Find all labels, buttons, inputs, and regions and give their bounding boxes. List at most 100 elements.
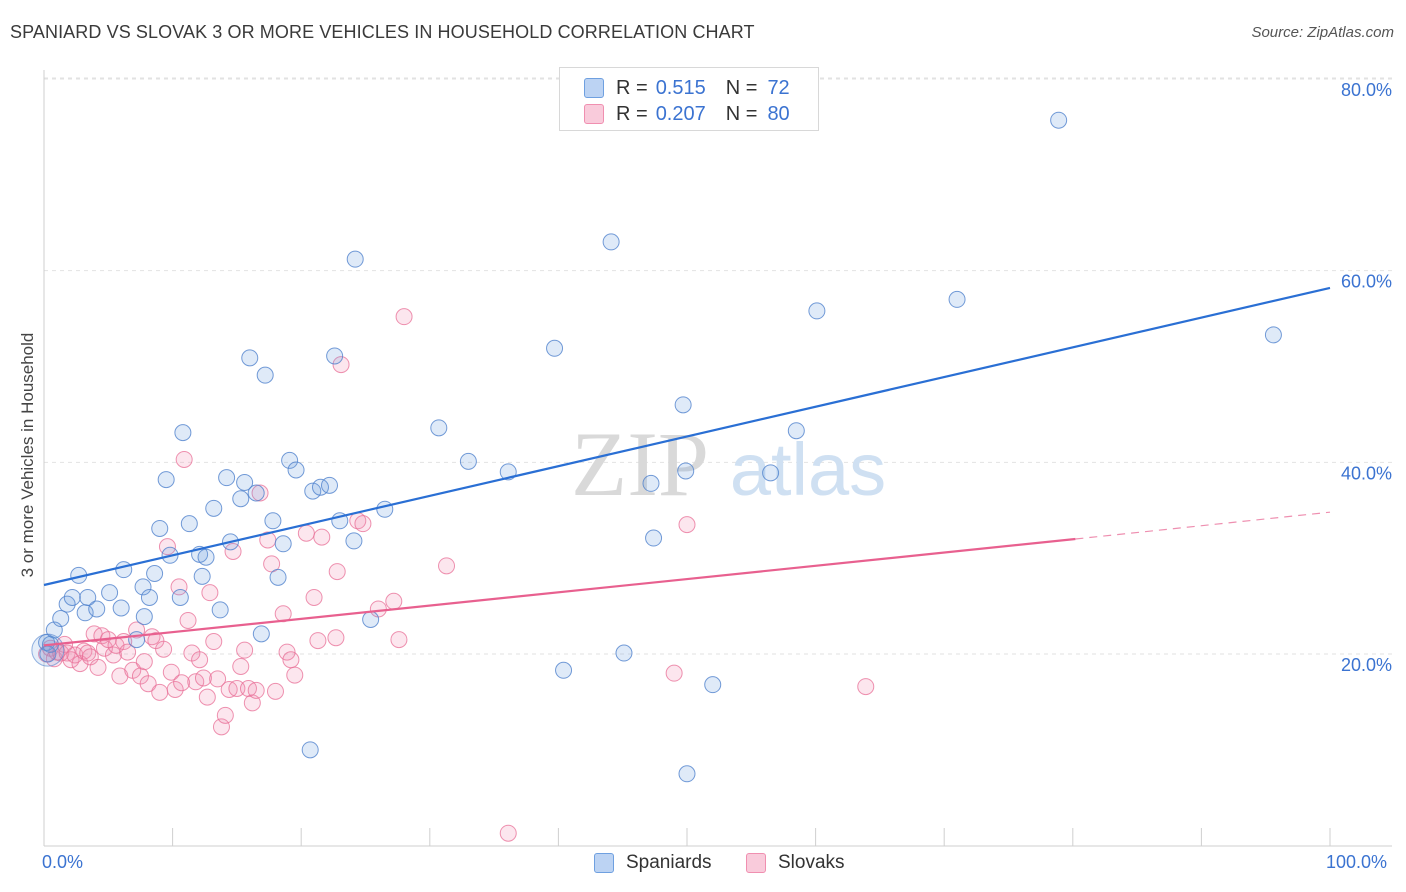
spaniard-point: [301, 741, 319, 759]
spaniard-point: [546, 339, 564, 357]
spaniard-point: [948, 290, 966, 308]
spaniard-point: [808, 302, 826, 320]
slovak-point: [135, 653, 153, 671]
slovak-point: [191, 651, 209, 669]
spaniard-point: [232, 490, 250, 508]
spaniard-point: [193, 567, 211, 585]
slovak-point: [224, 542, 242, 560]
spaniard-point: [236, 473, 254, 491]
x-tick-max: 100.0%: [1326, 852, 1388, 872]
slovak-point: [297, 524, 315, 542]
axes: [43, 70, 1392, 847]
spaniard-point: [762, 464, 780, 482]
grid-lines: [44, 77, 1392, 655]
slovak-point: [286, 666, 304, 684]
slovak-point: [857, 678, 875, 696]
spaniard-point: [256, 366, 274, 384]
watermark-atlas: atlas: [730, 428, 886, 511]
spaniard-point: [459, 452, 477, 470]
spaniard-point: [281, 451, 299, 469]
spaniard-point: [704, 676, 722, 694]
spaniard-point: [88, 600, 106, 618]
spaniard-point: [241, 349, 259, 367]
slovak-point: [194, 669, 212, 687]
spaniard-point: [128, 631, 146, 649]
spaniard-point: [101, 584, 119, 602]
spaniard-point: [555, 661, 573, 679]
legend-n-label: N =: [725, 76, 758, 99]
slovak-point: [236, 641, 254, 659]
spaniards-trend-line: [43, 286, 1331, 587]
spaniard-point: [264, 512, 282, 530]
spaniard-point: [642, 474, 660, 492]
slovak-point: [332, 356, 350, 374]
slovak-point: [187, 673, 205, 691]
legend-r-label: R =: [616, 76, 648, 99]
spaniard-point: [287, 461, 305, 479]
spaniard-point: [615, 644, 633, 662]
spaniard-point: [205, 499, 223, 517]
y-tick-label: 20.0%: [1341, 655, 1392, 675]
spaniard-point: [134, 578, 152, 596]
spaniard-point: [1264, 326, 1282, 344]
legend-r-value-spaniards: 0.515: [655, 76, 706, 99]
legend-r-value-slovaks: 0.207: [655, 102, 706, 125]
spaniard-point: [320, 476, 338, 494]
watermark: ZIP atlas: [571, 413, 886, 515]
slovak-point: [104, 646, 122, 664]
slovak-point: [309, 632, 327, 650]
slovak-point: [155, 640, 173, 658]
spaniard-point: [269, 568, 287, 586]
slovak-point: [328, 563, 346, 581]
watermark-zip: ZIP: [571, 413, 709, 515]
spaniard-point: [112, 599, 130, 617]
slovak-point: [173, 674, 191, 692]
spaniard-point: [115, 561, 133, 579]
spaniard-point: [180, 515, 198, 533]
slovak-point: [205, 633, 223, 651]
y-tick-label: 60.0%: [1341, 272, 1392, 292]
slovaks-points: [38, 308, 875, 842]
spaniard-point: [252, 625, 270, 643]
chart-title: SPANIARD VS SLOVAK 3 OR MORE VEHICLES IN…: [10, 22, 755, 42]
slovak-point: [251, 484, 269, 502]
spaniard-point: [346, 250, 364, 268]
spaniard-point: [197, 548, 215, 566]
bottom-legend-label-slovaks: Slovaks: [778, 852, 845, 873]
spaniard-point: [602, 233, 620, 251]
bottom-legend-spaniards: Spaniards: [594, 852, 712, 874]
spaniard-point: [645, 529, 663, 547]
y-tick-label: 80.0%: [1341, 80, 1392, 100]
spaniard-point: [787, 422, 805, 440]
slovak-point: [385, 592, 403, 610]
spaniard-point: [140, 588, 158, 606]
slovak-point: [201, 584, 219, 602]
slovak-point: [228, 680, 246, 697]
slovaks-trend-line: [43, 537, 1076, 647]
legend-swatch-slovaks: [584, 104, 604, 124]
spaniard-cluster-point: [31, 633, 65, 667]
bottom-legend-slovaks: Slovaks: [746, 852, 845, 874]
spaniard-point: [151, 519, 169, 537]
slovak-point: [247, 681, 265, 699]
slovaks-trend-extension: [1075, 511, 1331, 540]
spaniard-point: [274, 535, 292, 553]
slovak-point: [128, 621, 146, 639]
spaniard-point: [678, 765, 696, 783]
y-axis-label: 3 or more Vehicles in Household: [18, 332, 37, 578]
bottom-legend-label-spaniards: Spaniards: [626, 852, 712, 873]
legend-swatch-spaniards: [584, 78, 604, 98]
legend-r-label: R =: [616, 102, 648, 125]
spaniard-point: [362, 611, 380, 628]
spaniard-point: [218, 469, 236, 487]
slovak-point: [179, 611, 197, 629]
slovak-point: [232, 657, 250, 675]
trend-lines: [43, 286, 1331, 647]
bottom-legend-swatch-slovaks: [746, 853, 766, 873]
spaniard-point: [304, 482, 322, 500]
slovak-point: [162, 663, 180, 681]
slovak-point: [175, 450, 193, 468]
slovak-point: [313, 528, 331, 546]
slovak-point: [499, 824, 517, 842]
spaniard-point: [674, 396, 692, 414]
